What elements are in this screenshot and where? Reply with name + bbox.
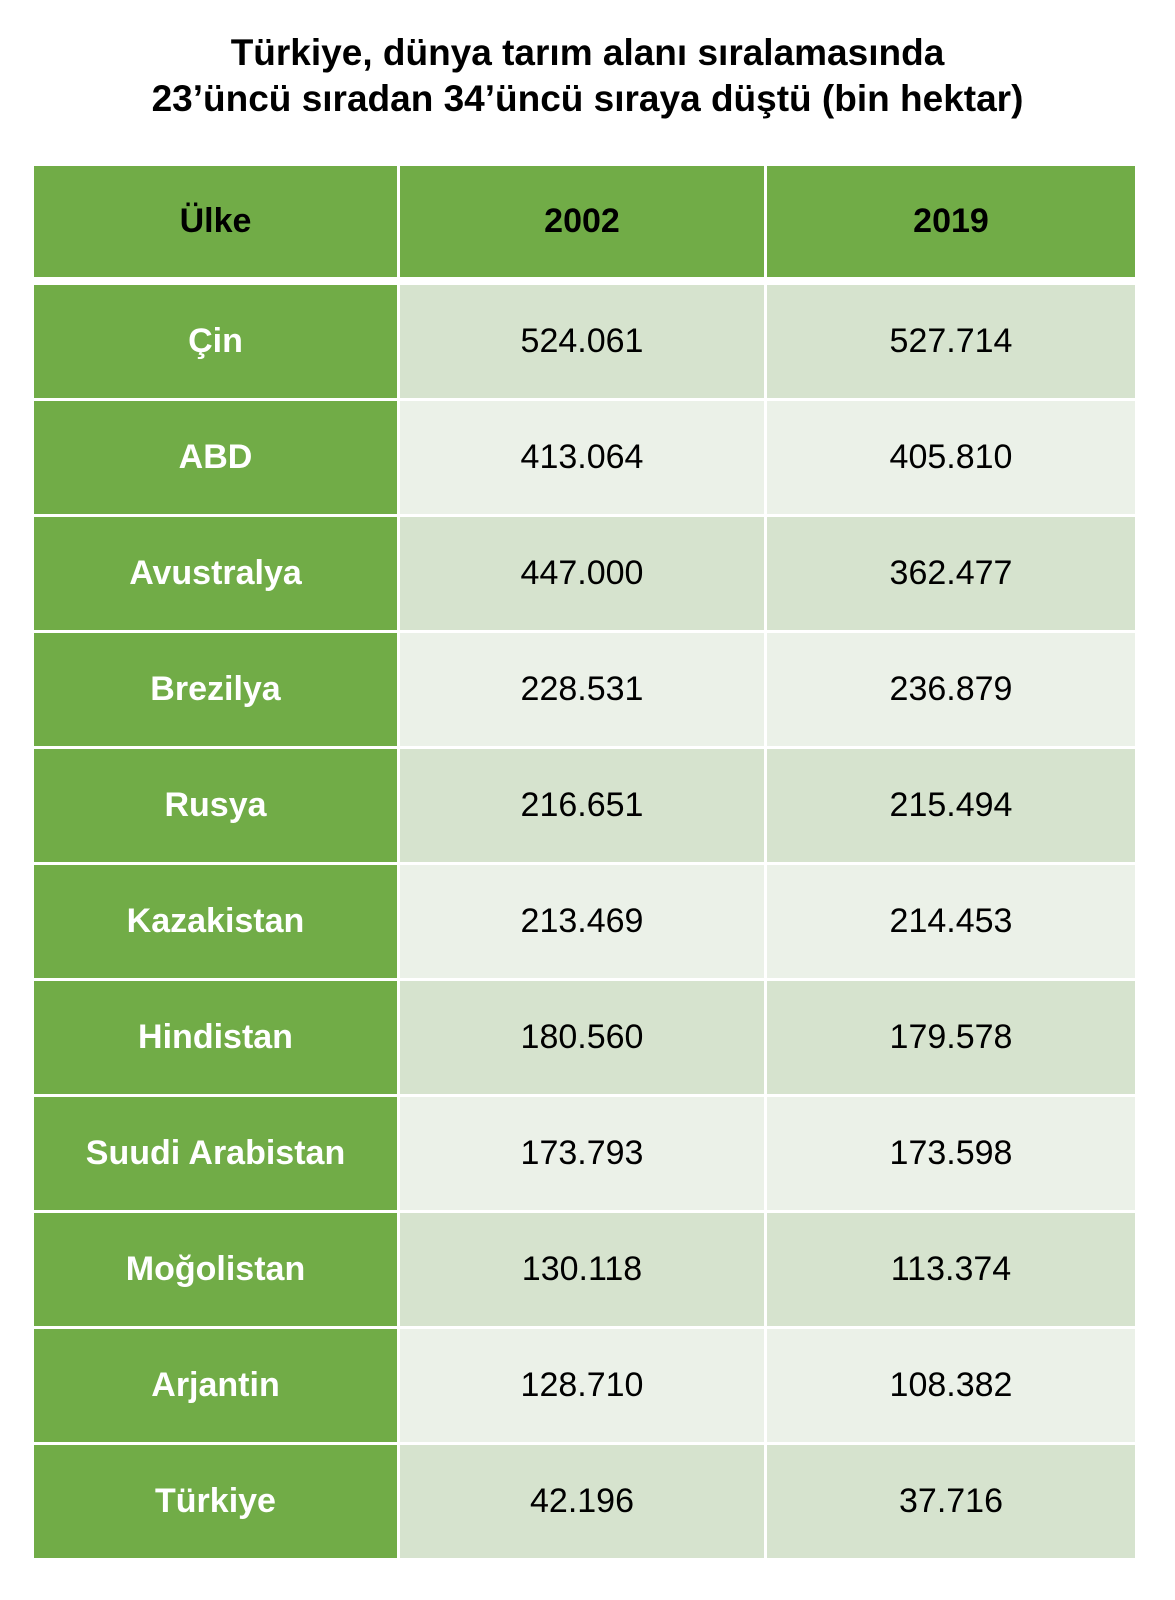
chart-title: Türkiye, dünya tarım alanı sıralamasında… — [0, 30, 1175, 122]
value-2019-cell: 173.598 — [767, 1097, 1135, 1210]
value-2002-cell: 180.560 — [400, 981, 767, 1094]
table-row: Türkiye 42.196 37.716 — [34, 1445, 1135, 1561]
value-2019-cell: 113.374 — [767, 1213, 1135, 1326]
value-2002-cell: 42.196 — [400, 1445, 767, 1558]
value-2002-cell: 524.061 — [400, 285, 767, 398]
value-2002-cell: 413.064 — [400, 401, 767, 514]
country-cell: Moğolistan — [34, 1213, 400, 1326]
table-row: ABD 413.064 405.810 — [34, 401, 1135, 517]
country-cell: Brezilya — [34, 633, 400, 746]
country-cell: Çin — [34, 285, 400, 398]
table-row: Suudi Arabistan 173.793 173.598 — [34, 1097, 1135, 1213]
value-2019-cell: 527.714 — [767, 285, 1135, 398]
table-row: Arjantin 128.710 108.382 — [34, 1329, 1135, 1445]
value-2019-cell: 405.810 — [767, 401, 1135, 514]
value-2019-cell: 362.477 — [767, 517, 1135, 630]
country-cell: Avustralya — [34, 517, 400, 630]
table-row: Kazakistan 213.469 214.453 — [34, 865, 1135, 981]
value-2002-cell: 128.710 — [400, 1329, 767, 1442]
table-row: Rusya 216.651 215.494 — [34, 749, 1135, 865]
value-2019-cell: 236.879 — [767, 633, 1135, 746]
value-2002-cell: 228.531 — [400, 633, 767, 746]
country-cell: Kazakistan — [34, 865, 400, 978]
table-header-row: Ülke 2002 2019 — [34, 166, 1135, 285]
value-2019-cell: 108.382 — [767, 1329, 1135, 1442]
table-row: Hindistan 180.560 179.578 — [34, 981, 1135, 1097]
country-cell: Rusya — [34, 749, 400, 862]
value-2002-cell: 173.793 — [400, 1097, 767, 1210]
country-cell: Arjantin — [34, 1329, 400, 1442]
table-row: Brezilya 228.531 236.879 — [34, 633, 1135, 749]
table-row: Çin 524.061 527.714 — [34, 285, 1135, 401]
value-2002-cell: 130.118 — [400, 1213, 767, 1326]
country-cell: Hindistan — [34, 981, 400, 1094]
table-row: Moğolistan 130.118 113.374 — [34, 1213, 1135, 1329]
title-line-2: 23’üncü sıradan 34’üncü sıraya düştü (bi… — [151, 78, 1024, 119]
country-cell: Suudi Arabistan — [34, 1097, 400, 1210]
column-header-2019: 2019 — [767, 166, 1135, 277]
table-row: Avustralya 447.000 362.477 — [34, 517, 1135, 633]
value-2019-cell: 37.716 — [767, 1445, 1135, 1558]
value-2002-cell: 447.000 — [400, 517, 767, 630]
data-table: Ülke 2002 2019 Çin 524.061 527.714 ABD 4… — [34, 166, 1135, 1561]
value-2019-cell: 215.494 — [767, 749, 1135, 862]
value-2019-cell: 214.453 — [767, 865, 1135, 978]
column-header-country: Ülke — [34, 166, 400, 277]
value-2002-cell: 213.469 — [400, 865, 767, 978]
value-2019-cell: 179.578 — [767, 981, 1135, 1094]
value-2002-cell: 216.651 — [400, 749, 767, 862]
title-line-1: Türkiye, dünya tarım alanı sıralamasında — [230, 32, 945, 73]
column-header-2002: 2002 — [400, 166, 767, 277]
country-cell: Türkiye — [34, 1445, 400, 1558]
country-cell: ABD — [34, 401, 400, 514]
